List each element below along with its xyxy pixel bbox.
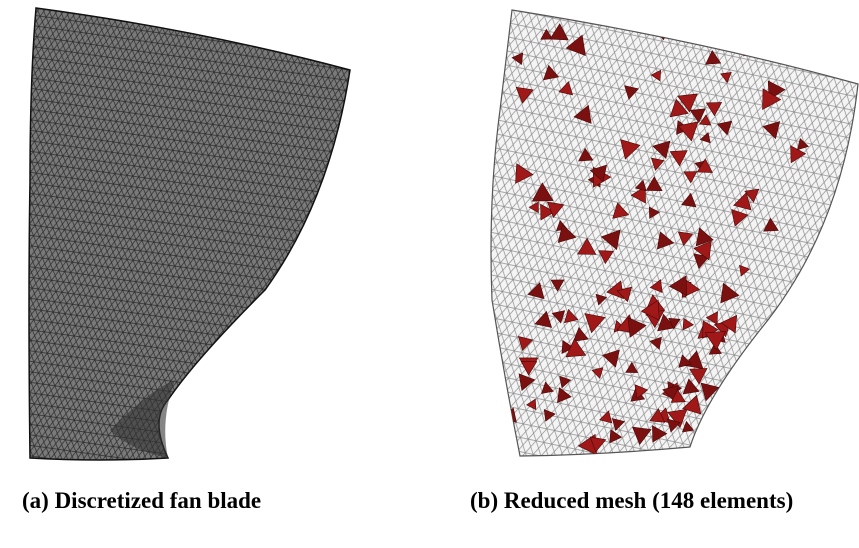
red-element bbox=[691, 21, 707, 38]
caption: (b) Reduced mesh (148 elements) bbox=[470, 488, 793, 514]
red-element bbox=[727, 32, 746, 49]
red-element bbox=[707, 15, 725, 32]
caption: (a) Discretized fan blade bbox=[22, 488, 261, 514]
red-element bbox=[489, 33, 506, 53]
red-element bbox=[837, 18, 854, 35]
red-element bbox=[496, 15, 507, 25]
red-element bbox=[784, 25, 797, 37]
figure: (a) Discretized fan blade (b) Reduced me… bbox=[0, 0, 859, 548]
red-element bbox=[742, 41, 756, 56]
red-element bbox=[756, 25, 774, 41]
red-element bbox=[818, 15, 830, 27]
mesh-images bbox=[0, 0, 859, 480]
fan-blade-mesh bbox=[29, 8, 350, 460]
red-element bbox=[706, 19, 718, 31]
